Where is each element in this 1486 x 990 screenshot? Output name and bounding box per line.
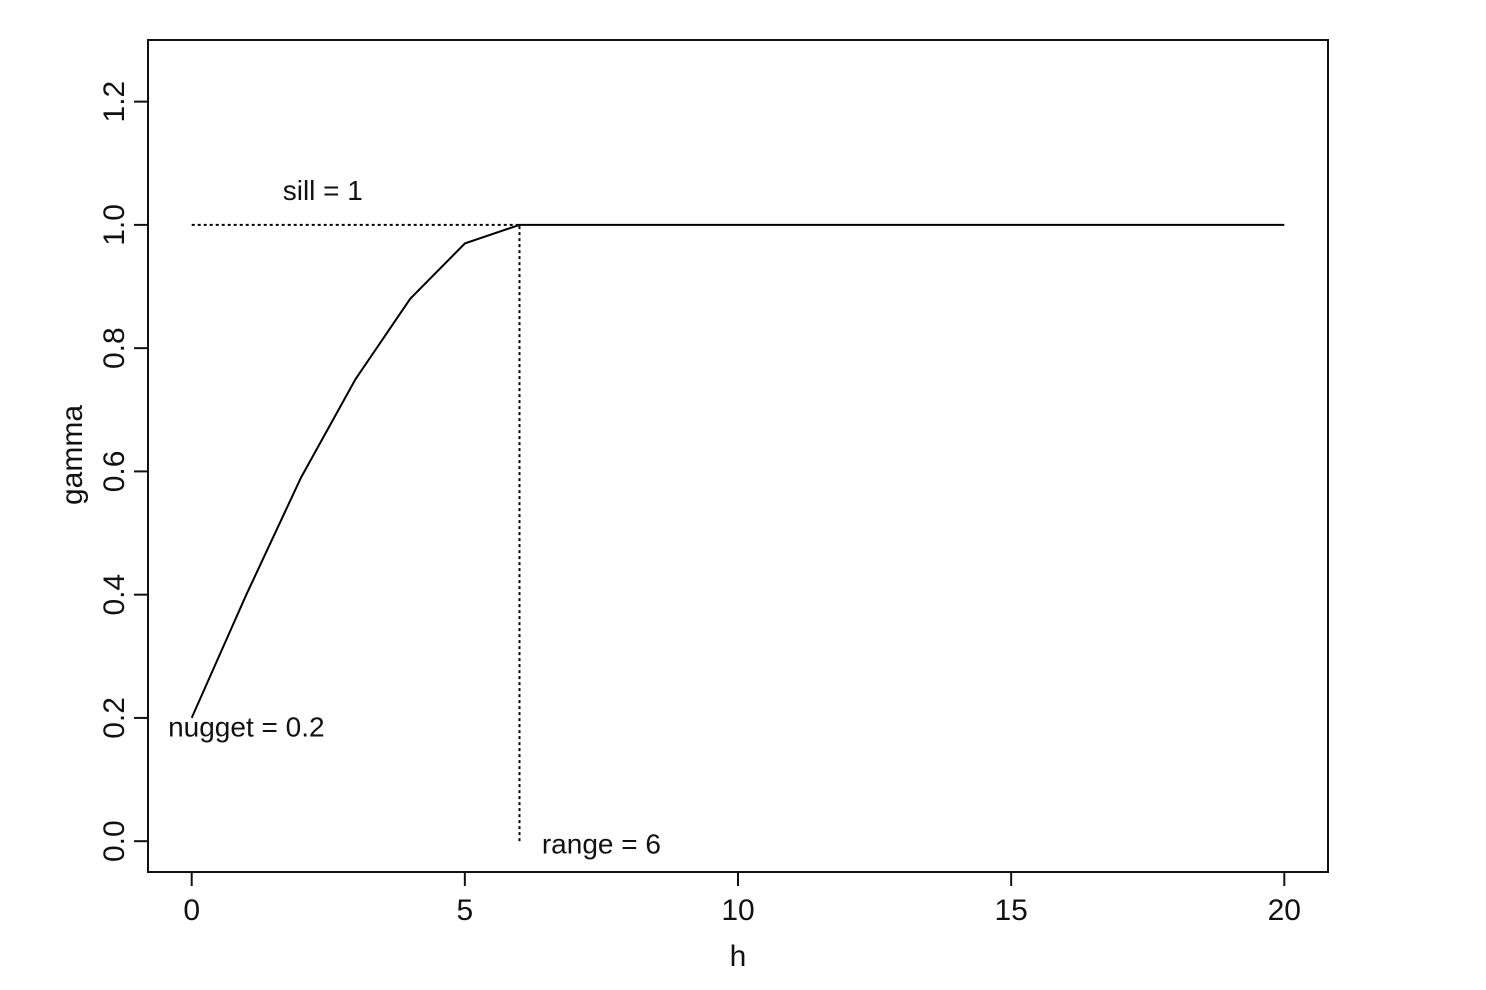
x-axis-label: h: [730, 940, 747, 973]
variogram-line: [190, 223, 1285, 719]
y-tick-label: 0.4: [98, 574, 131, 616]
annotation-label: nugget = 0.2: [168, 711, 324, 742]
reference-lines: [191, 223, 521, 842]
x-tick-label: 10: [721, 894, 754, 927]
y-axis-label: gamma: [56, 405, 89, 505]
x-tick-label: 20: [1268, 894, 1301, 927]
y-tick-label: 0.6: [98, 451, 131, 493]
y-tick-label: 0.0: [98, 820, 131, 862]
y-axis: 0.0 0.2 0.4 0.6 0.8 1.0 1.2: [98, 81, 149, 862]
y-tick-label: 0.2: [98, 697, 131, 739]
y-tick-label: 1.0: [98, 204, 131, 246]
annotations: sill = 1 nugget = 0.2 range = 6: [168, 175, 661, 859]
y-tick-label: 1.2: [98, 81, 131, 123]
annotation-label: sill = 1: [283, 175, 363, 206]
annotation-label: range = 6: [542, 829, 661, 860]
plot-frame: [147, 39, 1329, 873]
y-tick-label: 0.8: [98, 327, 131, 369]
x-axis: 0 5 10 15 20: [183, 871, 1301, 927]
x-tick-label: 5: [457, 894, 474, 927]
x-tick-label: 0: [183, 894, 200, 927]
series-group: [190, 223, 1285, 719]
x-tick-label: 15: [994, 894, 1027, 927]
